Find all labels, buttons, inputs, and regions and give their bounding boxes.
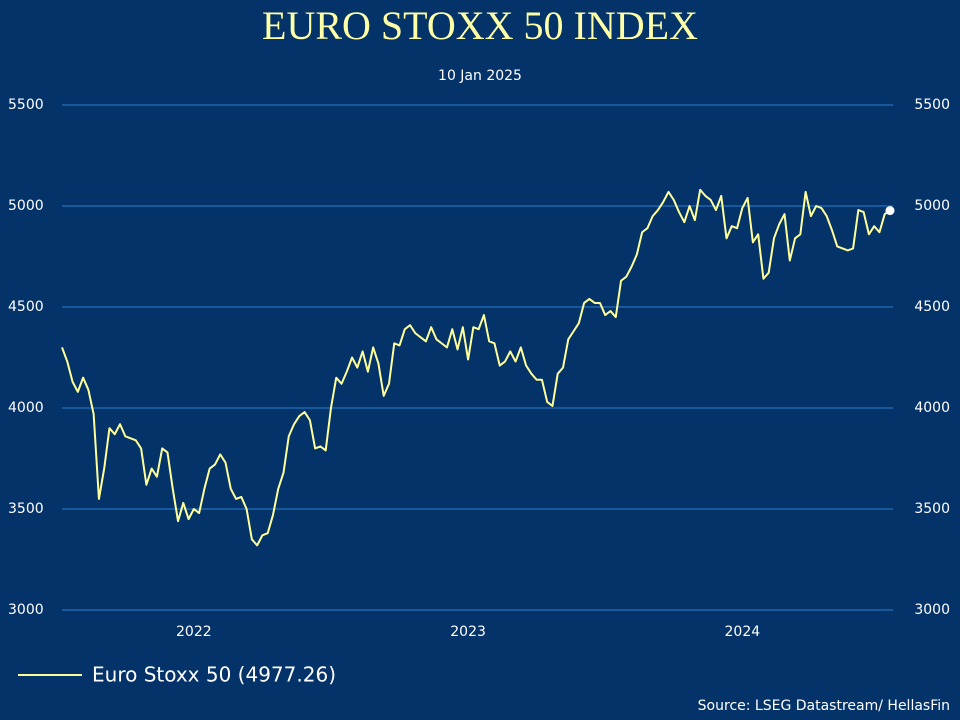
y-tick-label: 4000	[8, 400, 44, 416]
y-tick-label: 5500	[8, 97, 44, 113]
legend-label: Euro Stoxx 50 (4977.26)	[92, 663, 336, 687]
y2-tick-label: 4500	[914, 299, 950, 315]
chart-subtitle: 10 Jan 2025	[438, 68, 522, 84]
y-tick-label: 3500	[8, 501, 44, 517]
last-point	[885, 206, 895, 216]
series-line	[61, 188, 891, 547]
x-tick-label: 2024	[725, 624, 761, 640]
y2-tick-label: 3000	[914, 602, 950, 618]
y2-tick-label: 3500	[914, 501, 950, 517]
y-tick-label: 3000	[8, 602, 44, 618]
x-tick-label: 2022	[176, 624, 212, 640]
y-tick-label: 4500	[8, 299, 44, 315]
x-tick-label: 2023	[450, 624, 486, 640]
y2-tick-label: 4000	[914, 400, 950, 416]
chart-title: EURO STOXX 50 INDEX	[262, 3, 698, 48]
y2-tick-label: 5000	[914, 198, 950, 214]
source-note: Source: LSEG Datastream/ HellasFin	[698, 698, 950, 714]
y2-tick-label: 5500	[914, 97, 950, 113]
y-tick-label: 5000	[8, 198, 44, 214]
